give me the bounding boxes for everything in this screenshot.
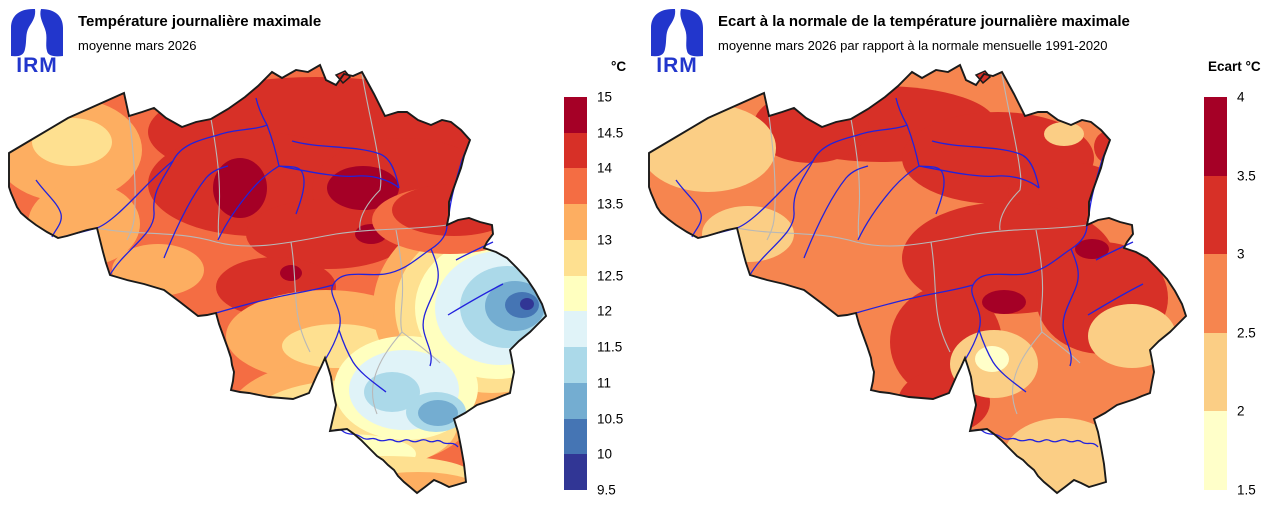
colorbar-tick: 4 [1237,89,1245,105]
belgium-outline [648,63,1188,495]
irm-logo-mark: IRM [11,9,63,74]
colorbar-segment [564,168,587,205]
colorbar-anomaly [1204,97,1227,490]
province-borders [96,73,448,415]
panel-anomaly: IRM Ecart à la normale de la température… [640,0,1280,507]
colorbar-unit-label: °C [611,59,627,74]
page-subtitle: moyenne mars 2026 [78,38,197,53]
colorbar-tick: 11.5 [597,339,623,355]
colorbar-tick: 12.5 [597,268,624,284]
colorbar-segment [564,347,587,383]
belgium-map-temperature [8,63,548,495]
colorbar-segment [564,382,587,419]
irm-logo-mark: IRM [651,9,703,74]
page-title: Température journalière maximale [78,13,322,30]
colorbar-ticks: 15 14.5 14 13.5 13 12.5 12 11.5 11 10.5 10 9.5 [597,90,640,498]
irm-logo: IRM [11,9,63,74]
page-subtitle: moyenne mars 2026 par rapport à la norma… [718,38,1108,53]
colorbar-tick: 12 [597,303,613,319]
rivers [675,97,1144,448]
colorbar-tick: 11 [597,375,612,391]
colorbar-tick: 2 [1237,403,1245,419]
colorbar-segment [564,275,587,312]
irm-logo-text: IRM [656,54,698,74]
colorbar-temperature [564,97,587,491]
colorbar-segment [564,311,587,348]
colorbar-tick: 2.5 [1237,325,1256,341]
colorbar-tick: 14 [597,160,613,176]
colorbar-tick: 14.5 [597,125,624,141]
temperature-field [9,65,546,493]
colorbar-segment [564,418,587,455]
colorbar-segment [1204,254,1227,333]
colorbar-segment [1204,332,1227,412]
irm-logo-text: IRM [16,54,58,74]
colorbar-tick: 9.5 [597,482,616,498]
belgium-outline [8,63,548,495]
colorbar-tick: 10 [597,446,613,462]
belgium-map-anomaly [648,63,1188,495]
colorbar-segment [1204,175,1227,255]
colorbar-tick: 3 [1237,246,1245,262]
colorbar-segment [564,132,587,169]
colorbar-tick: 15 [597,89,613,105]
colorbar-unit-label: Ecart °C [1208,59,1261,74]
irm-logo: IRM [651,9,703,74]
colorbar-segment [564,97,587,133]
colorbar-tick: 1.5 [1237,482,1256,498]
colorbar-segment [1204,411,1227,490]
region-3.5-4 [982,239,1109,314]
anomaly-field [649,65,1186,493]
colorbar-tick: 13.5 [597,196,624,212]
colorbar-tick: 13 [597,232,613,248]
colorbar-segment [564,239,587,276]
colorbar-segment [564,204,587,240]
page-title: Ecart à la normale de la température jou… [718,13,1130,30]
colorbar-ticks: 4 3.5 3 2.5 2 1.5 [1237,90,1280,498]
colorbar-segment [564,454,587,491]
colorbar-tick: 3.5 [1237,168,1256,184]
panel-temperature: IRM Température journalière maximale moy… [8,9,640,498]
colorbar-tick: 10.5 [597,411,624,427]
colorbar-segment [1204,97,1227,176]
province-borders [736,73,1088,415]
